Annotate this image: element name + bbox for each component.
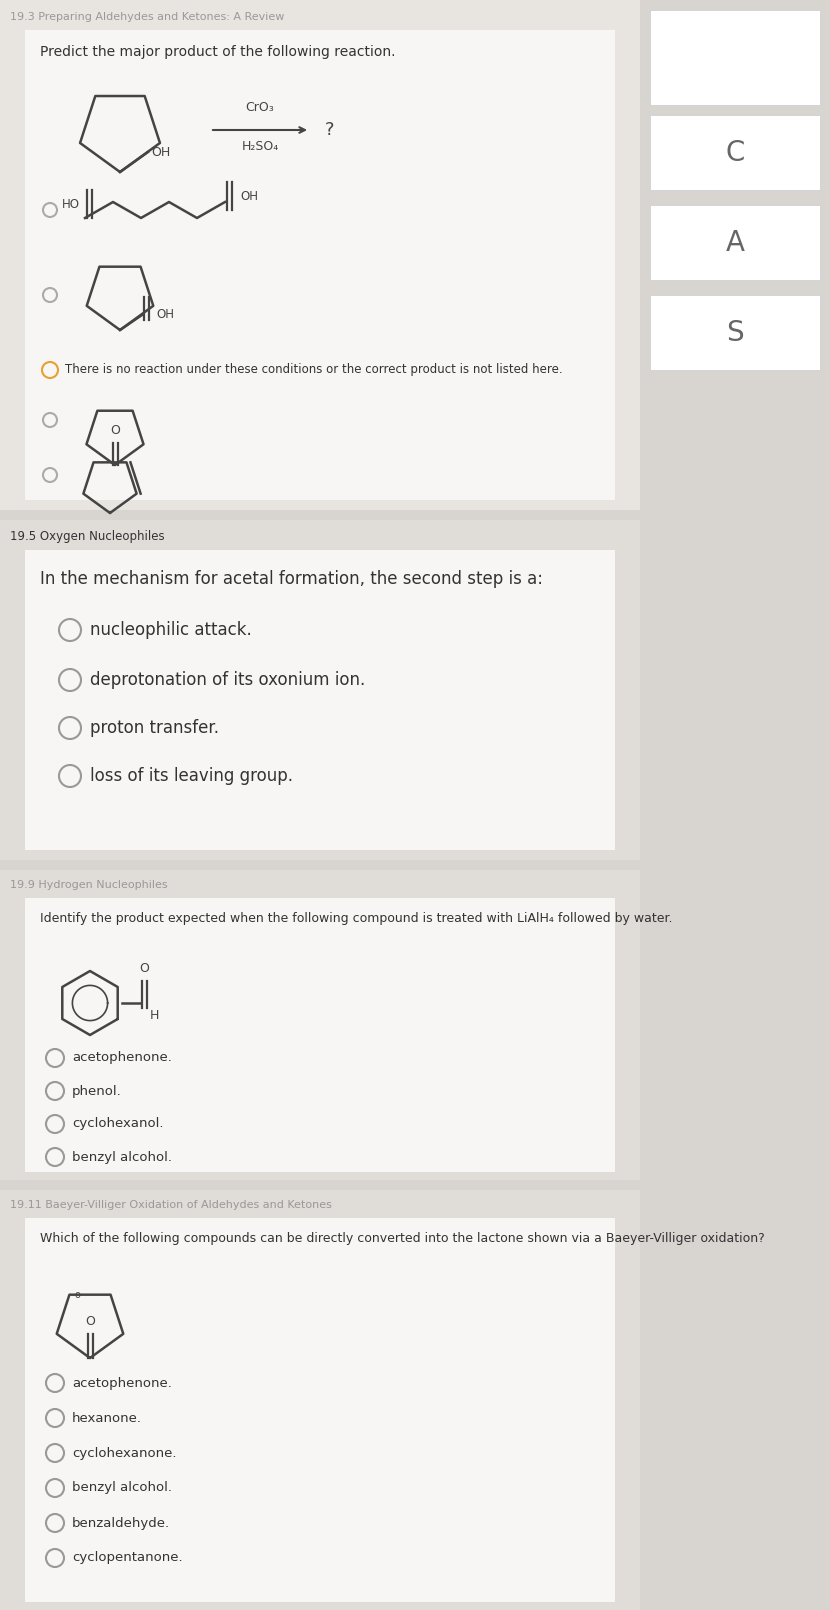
FancyBboxPatch shape: [0, 0, 640, 510]
Text: nucleophilic attack.: nucleophilic attack.: [90, 621, 251, 639]
Text: OH: OH: [240, 190, 258, 203]
Text: H₂SO₄: H₂SO₄: [242, 140, 279, 153]
Text: Predict the major product of the following reaction.: Predict the major product of the followi…: [40, 45, 396, 60]
Text: HO: HO: [62, 198, 80, 211]
FancyBboxPatch shape: [0, 520, 640, 860]
Text: O: O: [85, 1315, 95, 1328]
FancyBboxPatch shape: [25, 898, 615, 1172]
Text: H: H: [150, 1009, 159, 1022]
Text: cyclohexanol.: cyclohexanol.: [72, 1117, 164, 1130]
Text: CrO₃: CrO₃: [246, 101, 275, 114]
Text: acetophenone.: acetophenone.: [72, 1051, 172, 1064]
Text: deprotonation of its oxonium ion.: deprotonation of its oxonium ion.: [90, 671, 365, 689]
Text: In the mechanism for acetal formation, the second step is a:: In the mechanism for acetal formation, t…: [40, 570, 543, 588]
Text: cyclohexanone.: cyclohexanone.: [72, 1446, 177, 1460]
Text: OH: OH: [156, 309, 174, 322]
Text: O: O: [110, 423, 120, 436]
Text: proton transfer.: proton transfer.: [90, 720, 219, 737]
Text: loss of its leaving group.: loss of its leaving group.: [90, 766, 293, 786]
Text: ?: ?: [325, 121, 334, 138]
FancyBboxPatch shape: [25, 1219, 615, 1602]
Text: benzaldehyde.: benzaldehyde.: [72, 1517, 170, 1530]
Text: There is no reaction under these conditions or the correct product is not listed: There is no reaction under these conditi…: [65, 364, 563, 377]
Text: benzyl alcohol.: benzyl alcohol.: [72, 1151, 172, 1164]
Text: phenol.: phenol.: [72, 1085, 122, 1098]
Text: 19.11 Baeyer-Villiger Oxidation of Aldehydes and Ketones: 19.11 Baeyer-Villiger Oxidation of Aldeh…: [10, 1199, 332, 1211]
FancyBboxPatch shape: [650, 114, 820, 190]
Text: 19.3 Preparing Aldehydes and Ketones: A Review: 19.3 Preparing Aldehydes and Ketones: A …: [10, 11, 285, 23]
Text: A: A: [725, 229, 745, 258]
Text: hexanone.: hexanone.: [72, 1412, 142, 1425]
Text: o: o: [75, 1290, 81, 1299]
Text: acetophenone.: acetophenone.: [72, 1377, 172, 1389]
Text: OH: OH: [151, 145, 170, 158]
Text: benzyl alcohol.: benzyl alcohol.: [72, 1481, 172, 1494]
Text: S: S: [726, 319, 744, 348]
Text: Identify the product expected when the following compound is treated with LiAlH₄: Identify the product expected when the f…: [40, 911, 672, 926]
Text: Which of the following compounds can be directly converted into the lactone show: Which of the following compounds can be …: [40, 1232, 764, 1245]
FancyBboxPatch shape: [650, 204, 820, 280]
FancyBboxPatch shape: [0, 1190, 640, 1610]
Text: 19.9 Hydrogen Nucleophiles: 19.9 Hydrogen Nucleophiles: [10, 881, 168, 890]
FancyBboxPatch shape: [0, 869, 640, 1180]
FancyBboxPatch shape: [25, 551, 615, 850]
Text: 19.5 Oxygen Nucleophiles: 19.5 Oxygen Nucleophiles: [10, 530, 164, 543]
FancyBboxPatch shape: [25, 31, 615, 501]
Text: cyclopentanone.: cyclopentanone.: [72, 1552, 183, 1565]
FancyBboxPatch shape: [650, 10, 820, 105]
Text: C: C: [725, 138, 745, 167]
Text: O: O: [139, 963, 149, 976]
FancyBboxPatch shape: [650, 295, 820, 370]
